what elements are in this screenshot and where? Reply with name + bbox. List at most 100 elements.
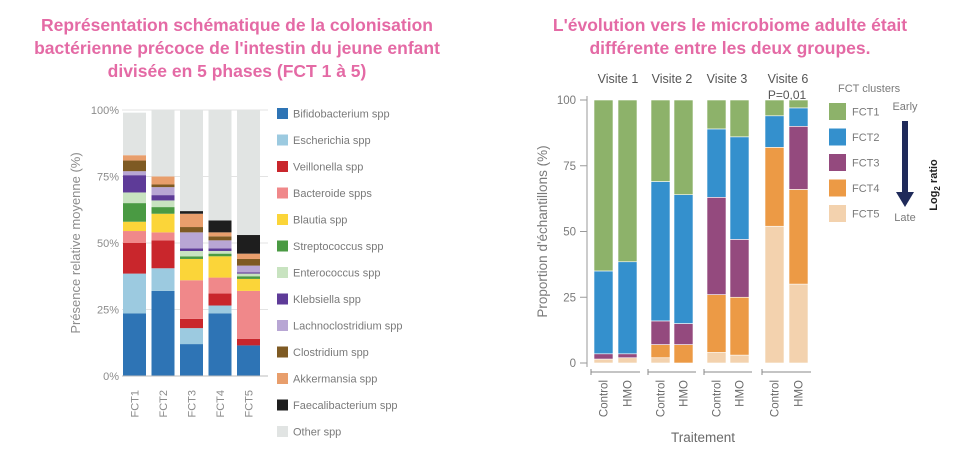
arrow-axis-label-ratio: ratio	[928, 159, 940, 186]
left-bar-fct2-bacteroide-spps	[151, 232, 175, 241]
right-legend-label-fct2: FCT2	[852, 132, 880, 144]
right-bar-4-hmo-fct1	[788, 99, 809, 109]
left-x-tick-label: FCT4	[215, 390, 227, 418]
right-bar-3-control-fct5	[706, 352, 727, 364]
arrow-axis-label-subscript: 2	[933, 186, 942, 191]
left-bar-fct2-escherichia-spp	[151, 268, 175, 291]
right-legend-swatch-fct5	[829, 205, 846, 222]
right-group-label-visite-3: Visite 3	[707, 72, 748, 86]
left-legend-label-faecalibacterium-spp: Faecalibacterium spp	[293, 400, 398, 412]
right-bar-1-control-fct5	[593, 358, 614, 364]
right-bar-3-hmo-fct5	[729, 354, 750, 364]
right-x-tick-label-control: Control	[599, 380, 611, 417]
left-legend-swatch-akkermansia-spp	[277, 373, 288, 384]
left-bar-fct4-veillonella-spp	[208, 293, 232, 306]
left-bar-fct4-bifidobacterium-spp	[208, 313, 232, 376]
left-legend-label-escherichia-spp: Escherichia spp	[293, 135, 371, 147]
left-legend-label-blautia-spp: Blautia spp	[293, 215, 347, 227]
right-bar-2-hmo-fct3	[673, 323, 694, 345]
left-bar-fct2-akkermansia-spp	[151, 176, 175, 185]
right-group-label-visite-1: Visite 1	[598, 72, 639, 86]
right-bar-2-hmo-fct2	[673, 194, 694, 324]
left-bar-fct4-clostridium-spp	[208, 236, 232, 241]
left-legend-swatch-clostridium-spp	[277, 346, 288, 358]
left-legend-label-klebsiella-spp: Klebsiella spp	[293, 294, 361, 306]
right-bar-4-hmo-fct3	[788, 126, 809, 190]
left-bar-fct5-faecalibacterium-spp	[237, 235, 260, 254]
left-bar-fct4-streptococcus-spp	[208, 253, 232, 257]
right-legend-swatch-fct2	[829, 128, 846, 146]
left-bar-fct3-akkermansia-spp	[180, 213, 203, 228]
left-bar-fct1-lachnoclostridium-spp	[123, 171, 146, 176]
right-bar-4-control-fct1	[764, 99, 785, 117]
right-bar-4-control-fct4	[764, 147, 785, 227]
left-bar-fct4-lachnoclostridium-spp	[208, 240, 232, 249]
left-bar-fct3-blautia-spp	[180, 258, 203, 281]
left-bar-fct4-escherichia-spp	[208, 305, 232, 314]
left-bar-fct2-clostridium-spp	[151, 184, 175, 188]
gradient-arrow-shaft	[902, 121, 908, 193]
left-bar-fct1-akkermansia-spp	[123, 155, 146, 161]
right-x-axis-label: Traitement	[671, 430, 735, 445]
right-bar-1-hmo-fct3	[617, 353, 638, 359]
arrow-axis-label: Log2 ratio	[928, 159, 942, 211]
left-legend-swatch-faecalibacterium-spp	[277, 399, 288, 411]
right-bar-3-hmo-fct3	[729, 239, 750, 298]
left-legend-label-clostridium-spp: Clostridium spp	[293, 347, 369, 359]
left-bar-fct1-bacteroide-spps	[123, 231, 146, 243]
right-bar-4-hmo-fct5	[788, 283, 809, 364]
left-legend-label-veillonella-spp: Veillonella spp	[293, 162, 363, 174]
right-x-tick-label-control: Control	[656, 380, 668, 417]
left-bar-fct3-escherichia-spp	[180, 328, 203, 345]
right-bar-2-control-fct2	[650, 181, 671, 322]
left-legend-swatch-other-spp	[277, 426, 288, 437]
right-group-label-visite-2: Visite 2	[652, 72, 693, 86]
right-bar-2-control-fct4	[650, 344, 671, 359]
left-bar-fct3-enterococcus-spp	[180, 250, 203, 257]
left-bar-fct2-other-spp	[151, 110, 175, 177]
right-y-axis-label: Proportion d'échantillons (%)	[535, 145, 550, 317]
right-legend-label-fct5: FCT5	[852, 209, 880, 221]
left-x-tick-label: FCT1	[130, 390, 142, 418]
right-bar-4-control-fct5	[764, 225, 785, 364]
left-x-tick-label: FCT3	[187, 390, 199, 418]
gradient-arrow-head	[896, 192, 914, 207]
left-bar-fct1-blautia-spp	[123, 221, 146, 232]
right-bar-3-hmo-fct4	[729, 296, 750, 356]
right-x-tick-label-hmo: HMO	[679, 380, 691, 407]
left-legend-label-bifidobacterium-spp: Bifidobacterium spp	[293, 109, 390, 121]
left-bar-fct1-klebsiella-spp	[123, 175, 146, 193]
right-x-tick-label-hmo: HMO	[735, 380, 747, 407]
left-x-tick-label: FCT2	[158, 390, 170, 418]
left-y-axis-label: Présence relative moyenne (%)	[68, 152, 83, 333]
left-bar-fct4-bacteroide-spps	[208, 277, 232, 294]
left-bar-fct2-bifidobacterium-spp	[151, 290, 175, 376]
right-bar-1-control-fct3	[593, 353, 614, 360]
left-chart-title: Représentation schématique de la colonis…	[34, 15, 440, 81]
left-legend-label-enterococcus-spp: Enterococcus spp	[293, 268, 380, 280]
right-y-tick-label: 100	[557, 95, 576, 107]
left-bar-fct5-bacteroide-spps	[237, 290, 260, 339]
left-bar-fct1-bifidobacterium-spp	[123, 313, 146, 376]
left-bar-fct1-veillonella-spp	[123, 243, 146, 274]
left-bar-fct1-clostridium-spp	[123, 160, 146, 172]
left-legend-swatch-blautia-spp	[277, 214, 288, 225]
left-bar-fct5-enterococcus-spp	[237, 273, 260, 277]
left-bar-fct3-klebsiella-spp	[180, 248, 203, 251]
right-bar-3-hmo-fct1	[729, 99, 750, 138]
left-bar-fct5-blautia-spp	[237, 278, 260, 291]
right-bar-4-hmo-fct4	[788, 189, 809, 285]
left-legend-label-streptococcus-spp: Streptococcus spp	[293, 241, 384, 253]
right-bar-3-control-fct4	[706, 294, 727, 353]
left-legend-swatch-lachnoclostridium-spp	[277, 320, 288, 331]
right-chart-title: L'évolution vers le microbiome adulte ét…	[552, 15, 908, 58]
left-bar-fct2-streptococcus-spp	[151, 207, 175, 214]
left-bar-fct4-akkermansia-spp	[208, 232, 232, 237]
right-bar-1-hmo-fct5	[617, 357, 638, 364]
right-legend-title: FCT clusters	[838, 83, 901, 95]
left-bar-fct2-lachnoclostridium-spp	[151, 187, 175, 196]
arrow-axis-label-base: Log	[928, 191, 940, 211]
left-y-tick-label: 50%	[97, 238, 119, 250]
right-legend-label-fct3: FCT3	[852, 158, 880, 170]
left-bar-fct4-faecalibacterium-spp	[208, 220, 232, 233]
